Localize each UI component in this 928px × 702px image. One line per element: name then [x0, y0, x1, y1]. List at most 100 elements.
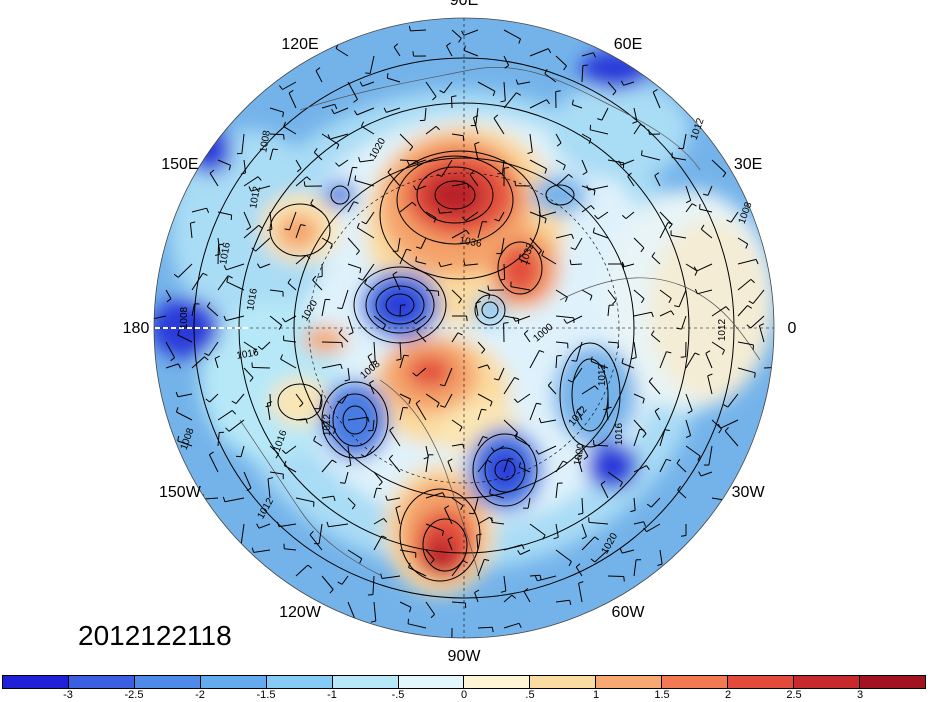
wind-barb-flag: [246, 226, 251, 231]
wind-barb-flag: [500, 100, 506, 103]
wind-barb-flag: [406, 248, 412, 251]
wind-barb-flag: [388, 454, 394, 460]
wind-barb-flag: [621, 261, 625, 267]
wind-barb: [650, 497, 661, 508]
wind-barb: [502, 159, 505, 174]
wind-barb: [315, 70, 323, 83]
wind-barb: [737, 305, 748, 317]
longitude-label: 30W: [732, 484, 766, 501]
wind-barb-flag: [603, 408, 609, 411]
wind-barb: [344, 471, 349, 484]
wind-barb: [758, 325, 765, 343]
wind-barb: [477, 459, 488, 473]
wind-barb-flag: [280, 354, 283, 360]
wind-barb: [503, 315, 519, 320]
wind-barb: [189, 223, 193, 239]
wind-barb-flag: [594, 385, 599, 390]
colorbar-cell: [464, 676, 531, 688]
wind-barb: [581, 385, 596, 395]
wind-barb-flag: [474, 589, 480, 593]
wind-barb: [477, 81, 496, 92]
wind-barb: [685, 185, 692, 201]
wind-barb-flag: [725, 306, 730, 311]
wind-barb-flag: [722, 172, 727, 178]
wind-barb: [678, 289, 687, 307]
wind-barb-flag: [279, 85, 283, 90]
wind-barb-flag: [481, 349, 486, 354]
wind-barb-flag: [462, 560, 468, 564]
longitude-label: 30E: [734, 156, 762, 173]
wind-barb-flag: [640, 298, 645, 304]
wind-barb-flag: [541, 250, 545, 256]
wind-barb: [313, 440, 323, 447]
wind-barb: [451, 601, 466, 604]
longitude-labels: 90E 60E 30E 0 30W 60W 90W 120W 150W 180 150E 120E: [123, 0, 797, 665]
wind-barb: [711, 159, 727, 174]
wind-barb: [243, 367, 254, 379]
wind-barb-flag: [652, 88, 658, 93]
wind-barb: [503, 55, 510, 66]
wind-barb-flag: [484, 558, 490, 561]
wind-barb-flag: [523, 329, 529, 335]
wind-barb: [555, 549, 572, 562]
wind-barb: [243, 159, 247, 173]
wind-barb-flag: [592, 52, 596, 58]
wind-barb: [425, 454, 429, 473]
wind-barb-flag: [489, 488, 491, 494]
wind-barb: [295, 159, 302, 169]
wind-barb-flag: [300, 224, 306, 227]
longitude-label: 90E: [450, 0, 478, 9]
contour-label: 1008: [179, 306, 190, 329]
wind-barb: [354, 179, 375, 187]
wind-barb: [463, 29, 479, 36]
wind-barb: [555, 599, 570, 603]
wind-barb: [555, 483, 559, 499]
wind-barb-flag: [651, 252, 656, 257]
wind-barb: [503, 81, 506, 101]
wind-barb-flag: [547, 381, 552, 386]
wind-barb-flag: [475, 301, 481, 304]
longitude-label: 120E: [281, 36, 318, 53]
wind-barb: [386, 107, 401, 113]
wind-barb-flag: [612, 90, 617, 96]
wind-barb-flag: [694, 288, 698, 294]
wind-barb: [547, 385, 557, 395]
red-region: [408, 356, 452, 388]
wind-barb: [633, 419, 647, 434]
isobar: [472, 433, 538, 507]
wind-barb: [269, 471, 284, 475]
wind-barb-flag: [278, 325, 283, 330]
wind-barb-flag: [594, 214, 599, 220]
wind-barb: [540, 419, 557, 424]
wind-barb-flag: [642, 398, 645, 404]
wind-barb: [334, 107, 349, 115]
wind-barb: [555, 315, 574, 319]
wind-barb: [581, 159, 588, 173]
wind-barb: [541, 254, 557, 265]
wind-barb-flag: [721, 349, 725, 355]
wind-barb-flag: [487, 459, 492, 464]
wind-barb-flag: [305, 418, 308, 424]
wind-barb: [465, 211, 479, 222]
wind-barb-flag: [717, 423, 722, 429]
wind-barb: [335, 48, 349, 57]
wind-barb-flag: [313, 435, 317, 441]
wind-barb: [362, 81, 375, 87]
wind-barb-flag: [403, 354, 409, 357]
wind-barb: [310, 203, 323, 213]
isobar: [332, 393, 378, 447]
wind-barb: [503, 575, 507, 592]
wind-barb-flag: [436, 402, 440, 408]
wind-barb-flag: [750, 279, 755, 284]
wind-barb-flag: [231, 400, 237, 405]
wind-barb-flag: [515, 79, 519, 85]
wind-barb: [381, 575, 401, 579]
wind-barb: [444, 393, 453, 408]
wind-barb: [321, 495, 334, 499]
mid-blue-region: [321, 380, 389, 460]
wind-barb: [555, 355, 558, 369]
wind-barb: [321, 363, 341, 369]
wind-barb-flag: [451, 95, 457, 98]
wind-barb: [284, 548, 297, 551]
wind-barb-flag: [563, 65, 567, 71]
